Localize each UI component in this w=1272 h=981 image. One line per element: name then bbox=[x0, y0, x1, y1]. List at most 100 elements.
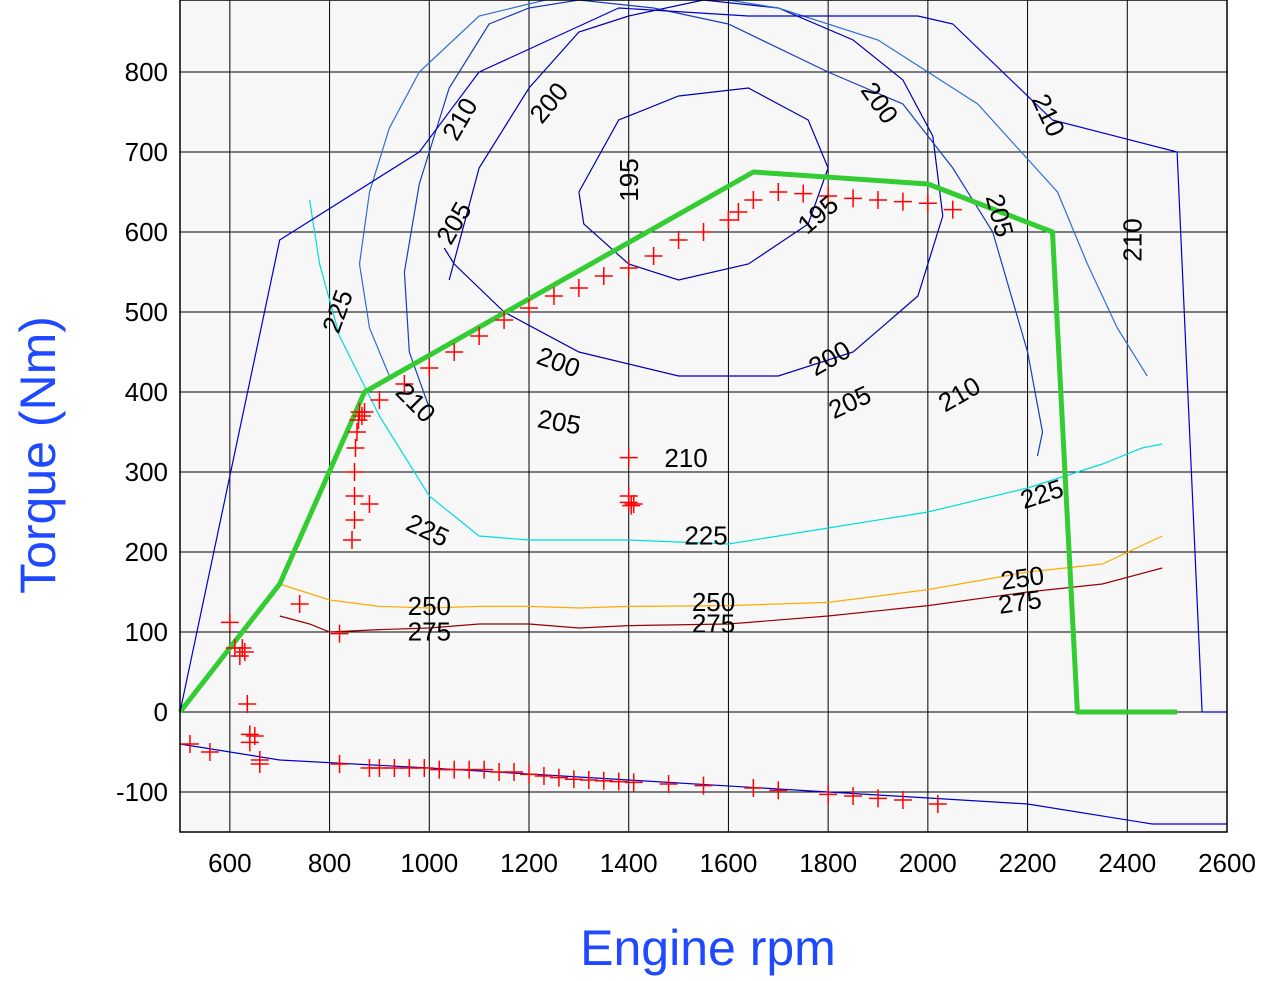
map-boundary-line bbox=[179, 7, 1227, 713]
operating-point-marker bbox=[644, 247, 663, 265]
y-tick-label: 0 bbox=[154, 697, 168, 727]
operating-point-marker bbox=[819, 187, 838, 205]
y-tick-label: 400 bbox=[125, 377, 168, 407]
operating-point-marker bbox=[769, 183, 788, 201]
operating-point-marker bbox=[505, 763, 524, 781]
operating-point-marker bbox=[235, 643, 254, 661]
operating-point-marker bbox=[352, 407, 371, 425]
y-tick-label: 500 bbox=[125, 297, 168, 327]
operating-point-marker bbox=[346, 439, 365, 457]
x-tick-label: 1600 bbox=[700, 848, 758, 878]
operating-point-marker bbox=[659, 775, 678, 793]
operating-point-marker bbox=[534, 767, 553, 785]
operating-point-marker bbox=[345, 463, 364, 481]
operating-point-marker bbox=[347, 423, 366, 441]
contour-label: 275 bbox=[408, 616, 451, 646]
operating-point-marker bbox=[200, 743, 219, 761]
operating-point-marker bbox=[395, 375, 414, 393]
bsfc-contour-lines bbox=[279, 0, 1163, 633]
operating-points bbox=[180, 183, 962, 813]
operating-point-marker bbox=[544, 287, 563, 305]
operating-point-marker bbox=[918, 194, 937, 213]
operating-point-marker bbox=[694, 223, 713, 241]
x-tick-label: 2200 bbox=[999, 848, 1057, 878]
operating-point-marker bbox=[549, 768, 568, 787]
contour-label: 250 bbox=[692, 587, 735, 617]
operating-point-marker bbox=[794, 184, 813, 203]
operating-point-marker bbox=[893, 791, 912, 809]
contour-label: 205 bbox=[535, 403, 583, 440]
operating-point-marker bbox=[619, 448, 638, 467]
x-tick-label: 1400 bbox=[600, 848, 658, 878]
contour-line-210 bbox=[358, 0, 1148, 377]
operating-point-marker bbox=[564, 770, 583, 789]
axis-ticks: 600 800 1000 1200 1400 1600 1800 2000 2200 2400 26… bbox=[116, 57, 1256, 878]
y-tick-label: 100 bbox=[125, 617, 168, 647]
y-tick-label: 300 bbox=[125, 457, 168, 487]
operating-point-marker bbox=[520, 765, 538, 784]
operating-point-marker bbox=[619, 259, 638, 277]
operating-point-marker bbox=[355, 403, 374, 421]
y-tick-label: 200 bbox=[125, 537, 168, 567]
y-tick-label: 800 bbox=[125, 57, 168, 87]
operating-point-marker bbox=[290, 595, 309, 613]
operating-point-marker bbox=[415, 759, 434, 777]
operating-point-marker bbox=[869, 789, 887, 808]
operating-point-marker bbox=[470, 327, 489, 345]
contour-line-195 bbox=[578, 87, 829, 281]
contour-line-250 bbox=[279, 535, 1163, 609]
operating-point-marker bbox=[330, 755, 349, 773]
operating-point-marker bbox=[495, 311, 514, 329]
operating-point-marker bbox=[330, 624, 349, 643]
operating-point-marker bbox=[240, 733, 259, 752]
operating-point-marker bbox=[694, 776, 713, 795]
operating-point-marker bbox=[594, 267, 613, 285]
y-axis-title: Torque (Nm) bbox=[10, 316, 66, 594]
operating-point-marker bbox=[943, 200, 962, 219]
contour-line-200 bbox=[443, 0, 944, 377]
x-tick-label: 2000 bbox=[899, 848, 957, 878]
operating-point-marker bbox=[624, 495, 643, 513]
y-tick-label: -100 bbox=[116, 777, 168, 807]
operating-point-marker bbox=[360, 495, 379, 513]
contour-line-275 bbox=[279, 567, 1163, 633]
contour-label: 275 bbox=[996, 584, 1043, 620]
operating-point-marker bbox=[622, 496, 641, 515]
operating-point-marker bbox=[594, 771, 613, 790]
operating-point-marker bbox=[345, 487, 364, 505]
contour-label: 250 bbox=[408, 591, 451, 621]
operating-point-marker bbox=[619, 493, 638, 512]
operating-point-marker bbox=[343, 531, 362, 549]
operating-point-marker bbox=[844, 189, 863, 208]
operating-point-marker bbox=[928, 795, 947, 813]
operating-point-marker bbox=[445, 343, 464, 361]
operating-point-marker bbox=[729, 203, 748, 221]
operating-point-marker bbox=[869, 191, 887, 209]
operating-point-marker bbox=[769, 781, 788, 800]
operating-point-marker bbox=[819, 785, 838, 804]
x-tick-label: 600 bbox=[208, 848, 251, 878]
operating-point-marker bbox=[233, 639, 252, 657]
operating-point-marker bbox=[180, 735, 199, 753]
x-tick-label: 1800 bbox=[799, 848, 857, 878]
series-lines bbox=[178, 7, 1227, 825]
y-tick-label: 700 bbox=[125, 137, 168, 167]
plot-frame bbox=[179, 0, 1228, 833]
operating-point-marker bbox=[345, 511, 364, 529]
operating-point-marker bbox=[475, 760, 494, 779]
operating-point-marker bbox=[609, 772, 628, 791]
x-tick-label: 1200 bbox=[500, 848, 558, 878]
operating-point-marker bbox=[520, 299, 538, 317]
x-tick-label: 2400 bbox=[1098, 848, 1156, 878]
operating-point-marker bbox=[744, 191, 763, 209]
operating-point-marker bbox=[370, 391, 389, 409]
operating-point-marker bbox=[220, 613, 239, 632]
contour-label: 250 bbox=[999, 560, 1046, 596]
x-tick-label: 800 bbox=[308, 848, 351, 878]
operating-point-marker bbox=[893, 192, 912, 211]
full-load-torque-line bbox=[178, 169, 1178, 715]
operating-point-marker bbox=[624, 773, 643, 792]
contour-label: 210 bbox=[664, 443, 707, 473]
contour-label: 195 bbox=[614, 158, 644, 201]
